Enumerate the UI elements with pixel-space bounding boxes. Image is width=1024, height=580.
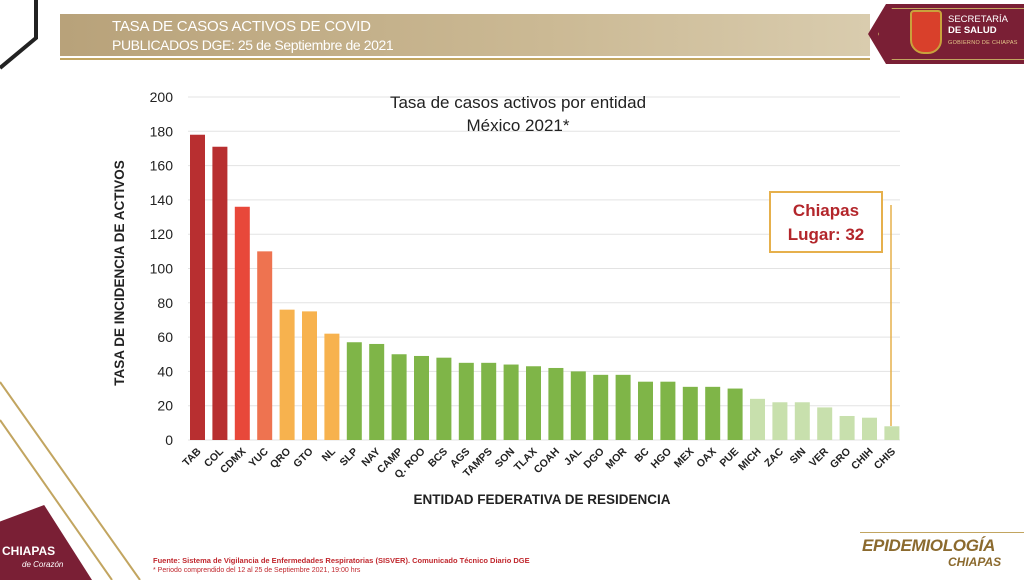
secretaria-label: SECRETARÍA DE SALUD [948,14,1008,36]
secretaria-sub: GOBIERNO DE CHIAPAS [948,40,1018,46]
x-tick-label: NL [320,445,339,464]
secretaria-line1: SECRETARÍA [948,14,1009,25]
y-tick-label: 160 [150,158,174,174]
x-tick-label: YUC [247,445,271,469]
bar-q-roo [414,355,429,440]
y-tick-label: 180 [150,123,174,139]
epi-rule [860,532,1024,533]
bar-sin [794,402,810,440]
left-decoration [0,381,141,580]
chart-subtitle: México 2021* [466,116,569,135]
bar-son [503,364,519,440]
x-tick-label: ZAC [762,445,786,469]
x-tick-label: CDMX [218,446,248,476]
bar-ags [458,362,474,440]
bar-oax [705,386,721,440]
x-tick-label: MEX [672,446,697,471]
bar-mich [750,398,765,440]
x-tick-label: MOR [603,445,629,471]
bar-bc [638,381,653,440]
bar-pue [727,388,743,440]
y-tick-label: 40 [157,363,173,379]
x-tick-label: GTO [291,446,315,470]
x-tick-label: OAX [694,446,719,471]
chiapas-brand-sub: de Corazón [22,560,64,569]
bar-tamps [481,362,497,440]
header-rule [60,58,870,60]
coat-of-arms-icon [910,10,942,54]
bar-dgo [593,374,609,440]
bar-qro [279,309,295,440]
chart-bars [190,134,900,441]
y-axis-label: TASA DE INCIDENCIA DE ACTIVOS [112,160,127,386]
bar-jal [570,371,586,440]
secretaria-badge-border [878,8,1024,60]
x-tick-label: MICH [736,446,763,473]
y-tick-label: 100 [150,261,174,277]
bar-zac [772,402,788,440]
secretaria-line2: DE SALUD [948,25,997,36]
x-tick-label: JAL [562,445,585,468]
bar-tab [190,134,205,441]
bar-nl [324,333,340,440]
secretaria-badge [868,4,1024,64]
bar-tlax [526,366,541,440]
bar-ver [817,407,833,440]
y-tick-label: 140 [150,192,174,208]
x-tick-label: QRO [268,446,293,471]
y-tick-label: 0 [165,432,173,448]
bar-chih [862,417,877,440]
y-tick-labels: 0 20 40 60 80 100 120 140 160 180 200 [150,89,174,448]
x-tick-label: SLP [337,446,360,469]
footer-source: Fuente: Sistema de Vigilancia de Enferme… [153,556,530,565]
y-tick-label: 60 [157,329,173,345]
x-tick-label: BCS [426,446,450,470]
x-tick-label: VER [807,445,831,469]
bar-col [212,146,228,441]
x-tick-label: COAH [532,446,562,476]
header-subtitle: PUBLICADOS DGE: 25 de Septiembre de 2021 [112,37,394,53]
bar-camp [391,354,407,440]
bar-gto [302,311,317,440]
bar-cdmx [234,206,250,440]
bar-bcs [436,357,452,440]
bar-yuc [257,251,273,440]
bar-gro [839,415,855,440]
bar-mor [615,374,631,440]
x-tick-label: CHIH [849,446,876,473]
chiapas-callout: Chiapas Lugar: 32 [769,191,883,253]
epidemiologia-brand: EPIDEMIOLOGÍA [862,536,996,555]
y-tick-label: 80 [157,295,173,311]
callout-line2: Lugar: 32 [787,225,865,244]
footer-period: * Periodo comprendido del 12 al 25 de Se… [153,567,361,574]
x-tick-label: GRO [828,446,853,471]
bar-mex [682,386,698,440]
callout-line1: Chiapas [792,201,860,220]
bar-nay [369,343,385,440]
x-tick-label: SIN [788,446,809,467]
x-tick-label: CHIS [872,446,898,472]
header-title: TASA DE CASOS ACTIVOS DE COVID [112,18,371,35]
x-axis-label: ENTIDAD FEDERATIVA DE RESIDENCIA [413,492,670,507]
epidemiologia-brand-sub: CHIAPAS [948,555,1002,569]
chart-title: Tasa de casos activos por entidad [390,93,646,112]
bar-hgo [660,381,676,440]
y-tick-label: 20 [157,398,173,414]
chiapas-brand: CHIAPAS [2,544,56,558]
bar-slp [346,342,362,440]
x-tick-label: TAB [180,445,203,468]
x-tick-label: DGO [581,446,606,471]
bar-coah [548,367,564,440]
bar-chis [884,426,900,440]
chart-grid [188,96,900,441]
header-band [60,14,870,56]
corner-decoration [0,0,38,70]
y-tick-label: 120 [150,226,174,242]
y-tick-label: 200 [150,89,174,105]
x-tick-label: HGO [649,446,674,471]
